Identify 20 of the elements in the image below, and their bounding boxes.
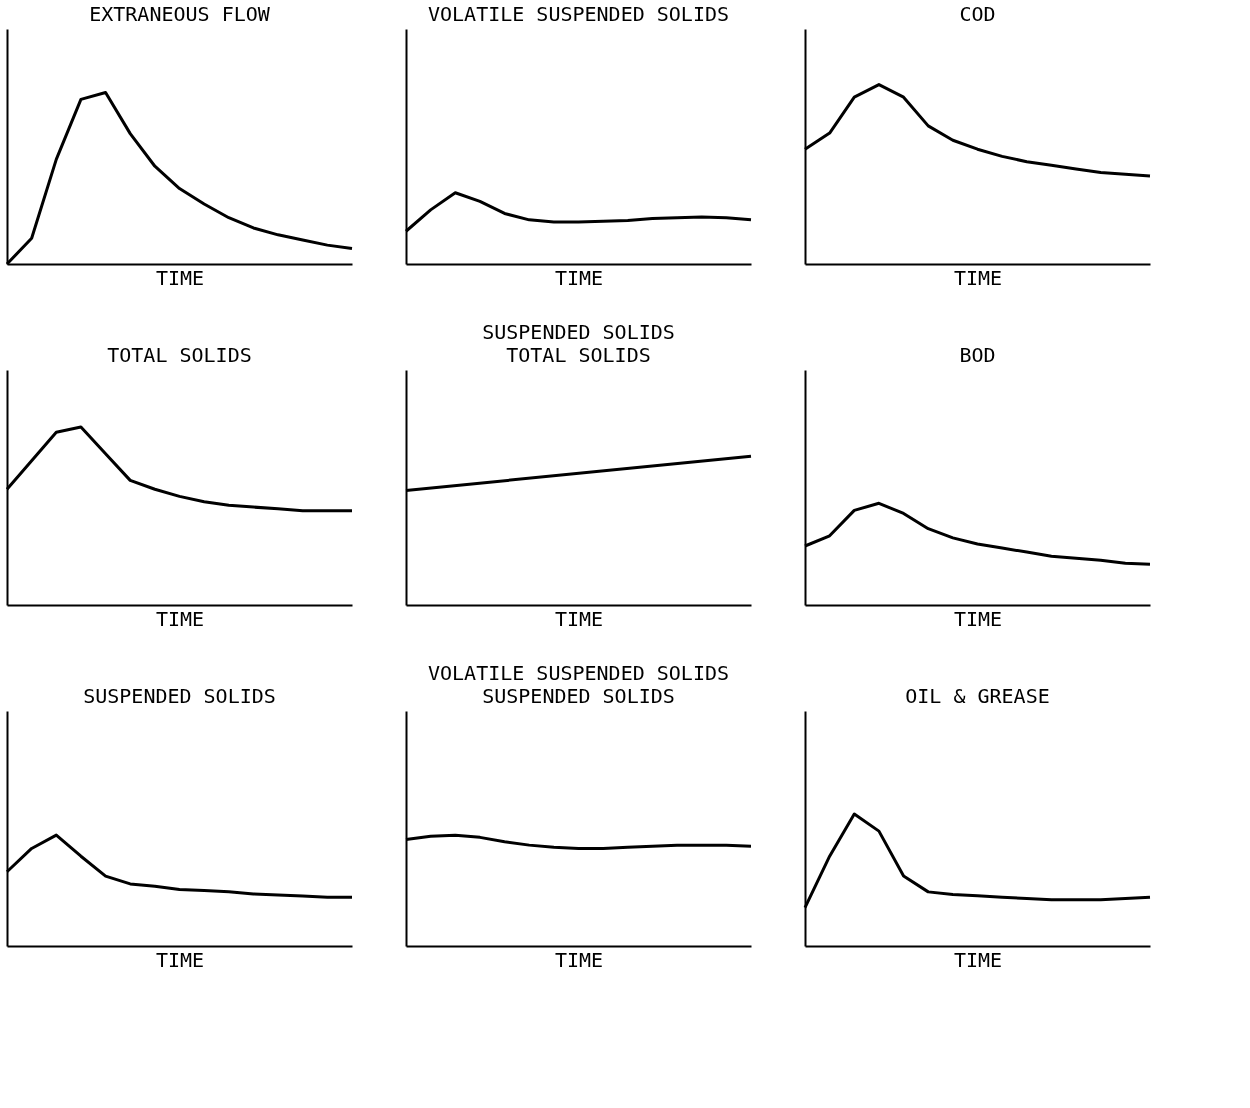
x-axis-title: TIME xyxy=(155,947,205,972)
x-axis-title: TIME xyxy=(953,947,1003,972)
chart-title: OIL & GREASE xyxy=(905,684,1050,708)
chart-title: SUSPENDED SOLIDS xyxy=(83,684,276,708)
chart-subtitle: TOTAL SOLIDS xyxy=(506,343,651,367)
chart-title: VOLATILE SUSPENDED SOLIDS xyxy=(427,661,730,685)
x-axis-title: TIME xyxy=(953,265,1003,290)
x-axis-title: TIME xyxy=(554,606,604,631)
x-axis-title: TIME xyxy=(554,947,604,972)
chart-title: COD xyxy=(959,2,996,26)
chart-title: SUSPENDED SOLIDS xyxy=(482,320,675,344)
chart-title: BOD xyxy=(959,343,996,367)
chart-subtitle: SUSPENDED SOLIDS xyxy=(482,684,675,708)
chart-title: TOTAL SOLIDS xyxy=(107,343,252,367)
chart-title: EXTRANEOUS FLOW xyxy=(89,2,271,26)
x-axis-title: TIME xyxy=(953,606,1003,631)
x-axis-title: TIME xyxy=(155,606,205,631)
x-axis-title: TIME xyxy=(554,265,604,290)
x-axis-title: TIME xyxy=(155,265,205,290)
chart-title: VOLATILE SUSPENDED SOLIDS xyxy=(427,2,730,26)
